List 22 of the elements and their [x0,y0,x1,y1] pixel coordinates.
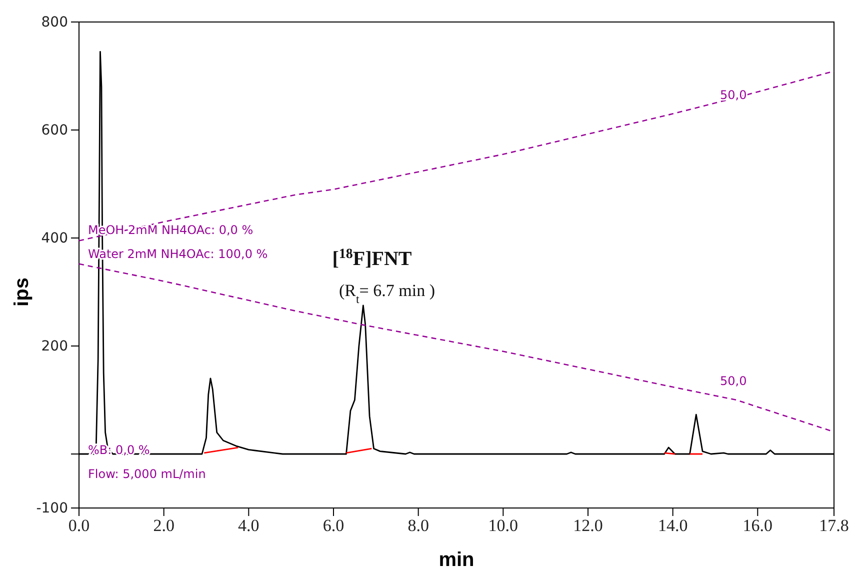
y-tick-label: -100 [36,500,68,516]
x-tick-label: 16.0 [742,516,773,536]
x-tick-label: 10.0 [488,516,518,536]
y-axis-title: ips [11,278,33,306]
annotation: Flow: 5,000 mL/min [88,467,206,481]
annotation: [$^{18}$F]FNT [332,246,412,270]
y-tick-label: 800 [41,14,68,30]
x-tick-label: 4.0 [238,516,260,536]
y-tick-label: 200 [41,338,68,354]
x-tick-label: 6.0 [322,516,344,536]
annotation: (R$_{t}$= 6.7 min ) [338,281,436,306]
annotation: 50,0 [720,374,747,388]
annotation: 50,0 [720,88,747,102]
y-tick-label: 400 [41,230,68,246]
x-tick-label: 2.0 [153,516,174,536]
x-axis-title: min [438,549,474,570]
y-tick-label: 600 [41,122,68,138]
x-tick-label: 14.0 [658,516,688,536]
x-tick-label: 0.0 [68,516,90,536]
x-tick-label: 17.8 [819,516,849,536]
x-tick-label: 12.0 [573,516,603,536]
x-tick-label: 8.0 [408,516,429,536]
